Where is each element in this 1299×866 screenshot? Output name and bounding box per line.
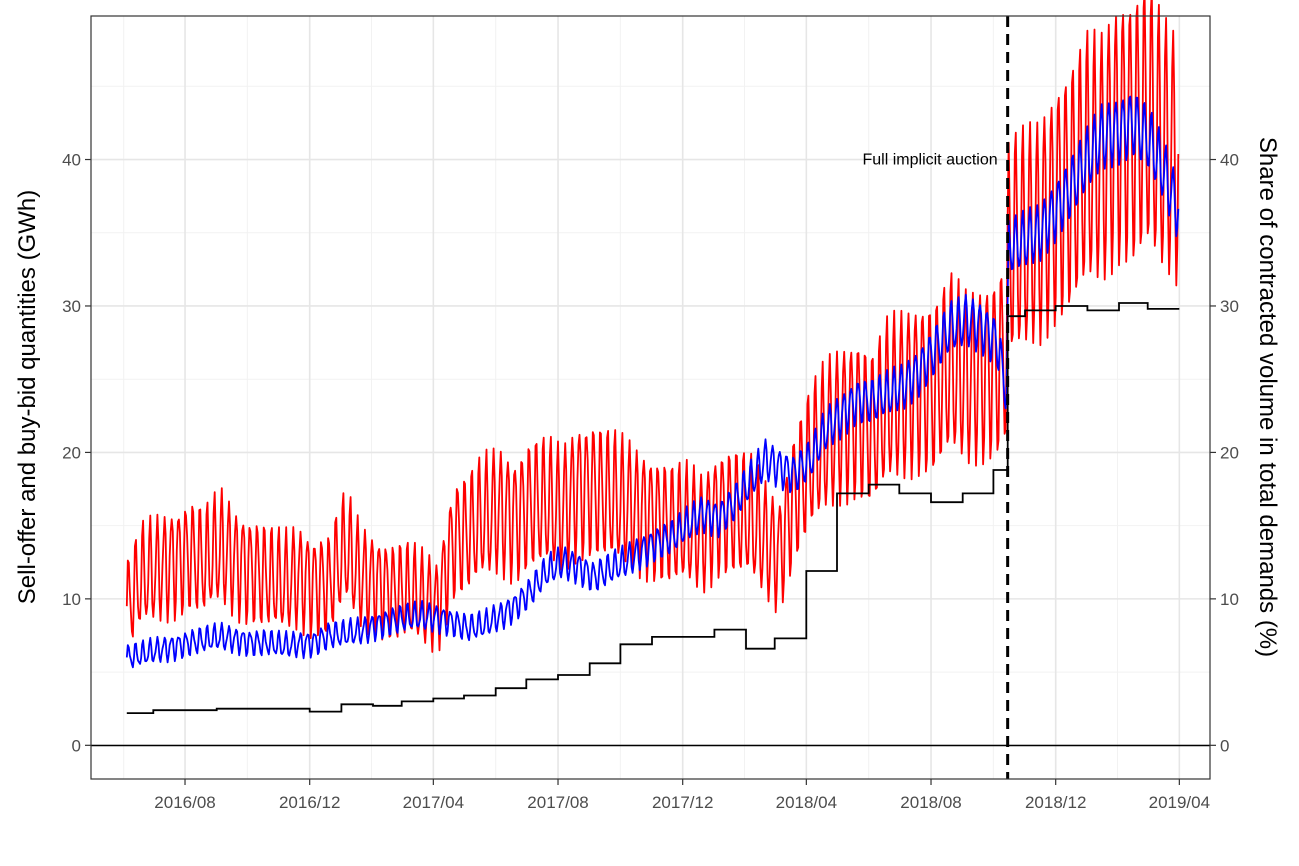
series-group bbox=[125, 0, 1180, 714]
series-line-sell-offer bbox=[125, 0, 1180, 653]
y-tick-label-left: 20 bbox=[62, 443, 81, 462]
y-tick-label-right: 10 bbox=[1220, 590, 1239, 609]
x-tick-label: 2016/12 bbox=[279, 793, 340, 812]
x-tick-label: 2017/08 bbox=[527, 793, 588, 812]
x-tick-label: 2019/04 bbox=[1149, 793, 1210, 812]
y-axis-title-left: Sell-offer and buy-bid quantities (GWh) bbox=[14, 190, 41, 604]
x-tick-label: 2018/04 bbox=[776, 793, 837, 812]
y-tick-label-left: 10 bbox=[62, 590, 81, 609]
y-tick-label-right: 20 bbox=[1220, 443, 1239, 462]
y-tick-label-left: 30 bbox=[62, 297, 81, 316]
y-axis-title-right: Share of contracted volume in total dema… bbox=[1254, 137, 1281, 657]
y-tick-label-right: 30 bbox=[1220, 297, 1239, 316]
x-tick-label: 2018/08 bbox=[900, 793, 961, 812]
x-tick-label: 2017/12 bbox=[652, 793, 713, 812]
x-tick-label: 2018/12 bbox=[1025, 793, 1086, 812]
plot-panel bbox=[91, 16, 1210, 779]
annotations: Full implicit auction bbox=[863, 16, 1010, 779]
series-line-buy-bid bbox=[125, 95, 1180, 669]
annotation-label: Full implicit auction bbox=[863, 152, 998, 169]
plot-border bbox=[90, 15, 1211, 780]
y-tick-label-right: 40 bbox=[1220, 151, 1239, 170]
series-line-contracted-share bbox=[126, 302, 1180, 714]
y-tick-label-right: 0 bbox=[1220, 736, 1229, 755]
y-tick-label-left: 0 bbox=[72, 736, 81, 755]
x-tick-label: 2017/04 bbox=[403, 793, 464, 812]
x-tick-label: 2016/08 bbox=[154, 793, 215, 812]
y-tick-label-left: 40 bbox=[62, 151, 81, 170]
axes: 2016/08 2016/12 2017/04 2017/08 2017/12 2018/… bbox=[62, 151, 1239, 812]
